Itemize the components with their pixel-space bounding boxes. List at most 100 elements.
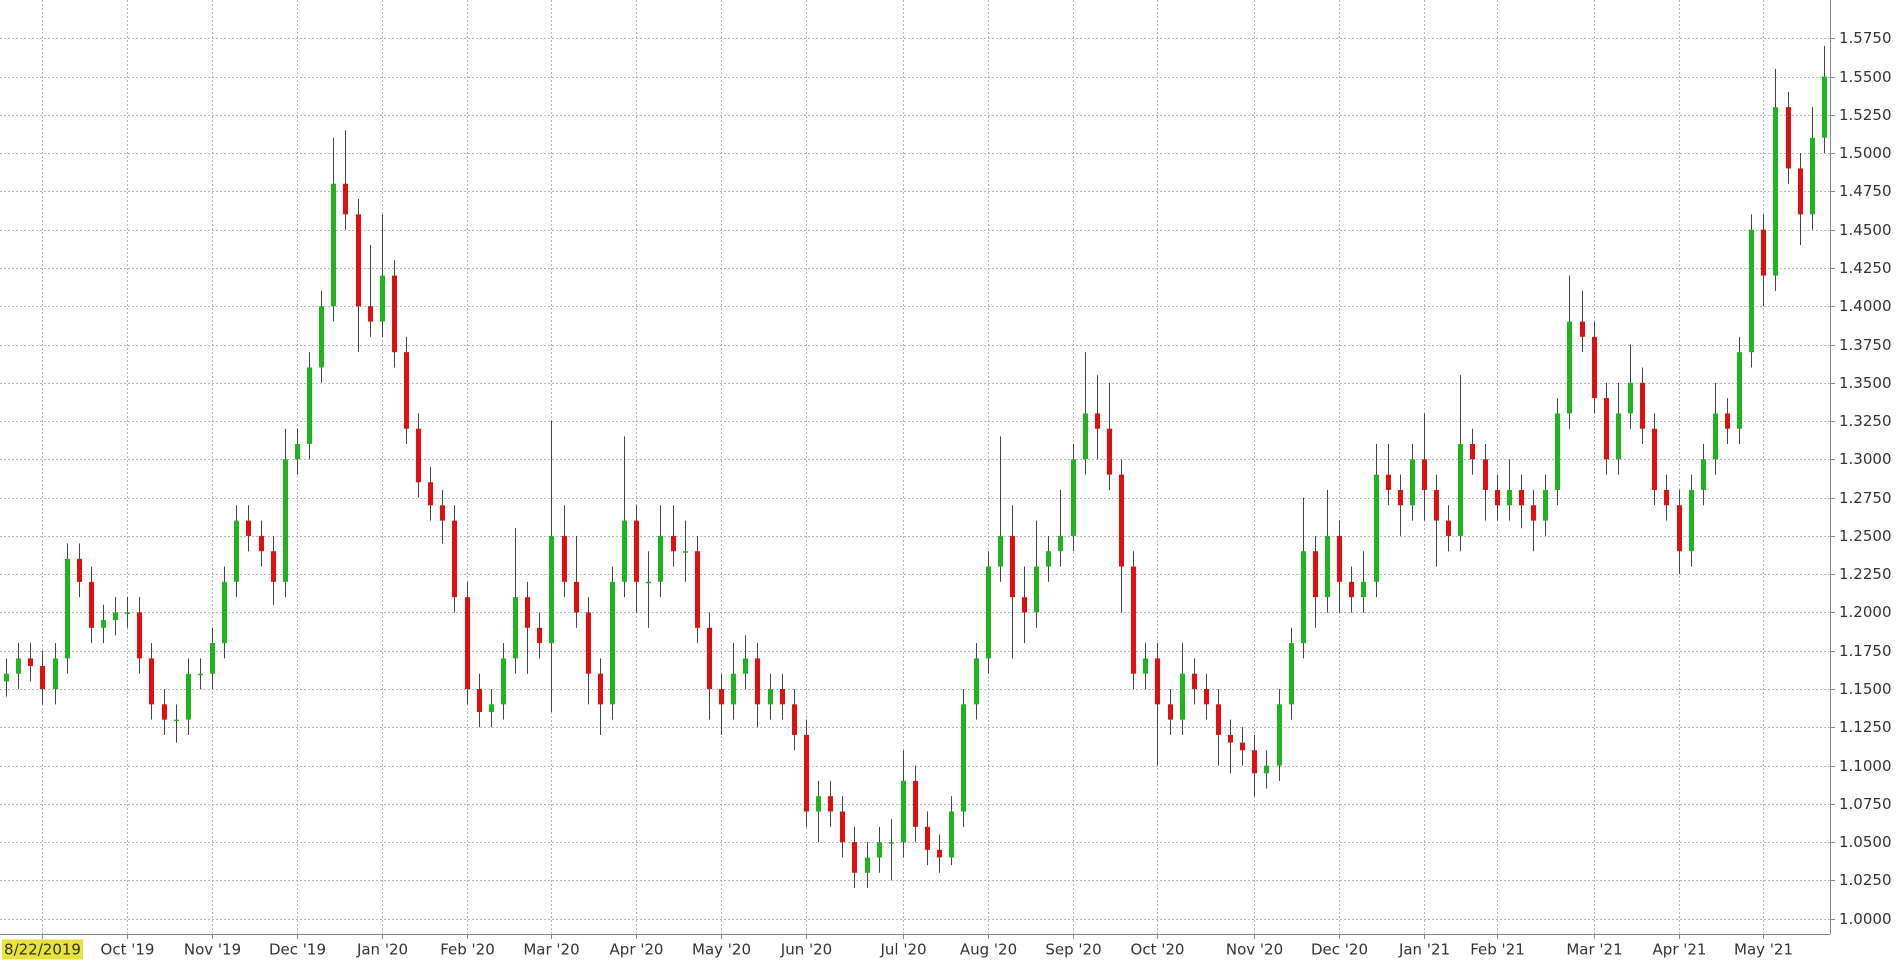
candle-body	[489, 704, 494, 712]
candle-body	[501, 658, 506, 705]
candle-body	[549, 535, 554, 644]
candle-body	[1652, 428, 1657, 490]
y-tick-label: 1.0250	[1839, 871, 1892, 889]
candle-body	[1483, 459, 1488, 490]
candle-body	[1155, 658, 1160, 705]
x-tick-label: Aug '20	[960, 941, 1017, 959]
candle-body	[1131, 566, 1136, 674]
y-tick-label: 1.4750	[1839, 182, 1892, 200]
candle-body	[1410, 459, 1415, 506]
candle-body	[1773, 107, 1778, 276]
candle-body	[1083, 413, 1088, 460]
y-tick-label: 1.2000	[1839, 603, 1892, 621]
candle-body	[949, 811, 954, 858]
candle-body	[149, 658, 154, 705]
candle-body	[343, 183, 348, 215]
candle-body	[137, 612, 142, 659]
candle-body	[1240, 742, 1245, 751]
y-tick-label: 1.3500	[1839, 374, 1892, 392]
x-tick-label: Feb '21	[1470, 941, 1525, 959]
candle-body	[271, 551, 276, 582]
candle-body	[283, 459, 288, 582]
candle-body	[1095, 413, 1100, 429]
candle-body	[246, 520, 251, 536]
candle-body	[1495, 489, 1500, 506]
candle-body	[198, 673, 203, 676]
x-tick-label: Mar '21	[1566, 941, 1622, 959]
candle-body	[525, 597, 530, 628]
candle-body	[574, 581, 579, 613]
x-tick-label: Feb '20	[440, 941, 495, 959]
candle-body	[1325, 535, 1330, 598]
candle-body	[1264, 765, 1269, 774]
candle-body	[610, 581, 615, 705]
candle-body	[368, 306, 373, 322]
candle-body	[1071, 459, 1076, 536]
candle-body	[356, 214, 361, 307]
y-tick-label: 1.1500	[1839, 680, 1892, 698]
y-tick-label: 1.4500	[1839, 221, 1892, 239]
candle-body	[1119, 474, 1124, 567]
candle-body	[513, 597, 518, 659]
candle-body	[1677, 505, 1682, 552]
candle-body	[1604, 398, 1609, 460]
candle-body	[125, 612, 130, 614]
candle-body	[1168, 704, 1173, 720]
y-tick-label: 1.2250	[1839, 565, 1892, 583]
candles	[4, 45, 1827, 889]
candle-body	[1470, 444, 1475, 460]
candle-body	[1058, 535, 1063, 552]
candle-body	[101, 620, 106, 628]
candle-body	[89, 581, 94, 628]
candle-body	[634, 520, 639, 582]
candle-body	[1046, 551, 1051, 567]
candle-body	[804, 734, 809, 812]
candle-body	[1289, 643, 1294, 705]
candle-body	[1107, 428, 1112, 475]
candle-body	[683, 551, 688, 553]
candle-body	[1664, 489, 1669, 506]
candle-body	[1228, 734, 1233, 743]
candle-body	[562, 535, 567, 582]
candle-body	[889, 842, 894, 844]
candle-body	[1822, 76, 1827, 138]
candle-body	[937, 849, 942, 858]
candle-body	[1216, 704, 1221, 735]
y-tick-label: 1.5500	[1839, 68, 1892, 86]
y-tick-label: 1.2500	[1839, 527, 1892, 545]
y-tick-label: 1.0000	[1839, 910, 1892, 928]
candle-body	[331, 183, 336, 307]
candle-body	[174, 719, 179, 722]
candle-body	[1277, 704, 1282, 766]
y-tick-label: 1.5750	[1839, 29, 1892, 47]
candle-body	[4, 673, 9, 682]
candle-body	[719, 689, 724, 705]
candle-body	[1192, 673, 1197, 690]
candle-body	[1737, 352, 1742, 429]
candle-body	[1010, 535, 1015, 598]
y-tick-label: 1.0500	[1839, 833, 1892, 851]
candle-body	[1701, 459, 1706, 490]
candle-body	[671, 535, 676, 552]
candle-body	[1567, 321, 1572, 414]
x-tick-label: Mar '20	[523, 941, 579, 959]
x-tick-label: Sep '20	[1045, 941, 1101, 959]
candle-body	[755, 658, 760, 705]
candle-body	[1628, 382, 1633, 414]
x-tick-label: Jan '21	[1398, 941, 1450, 959]
candle-body	[404, 352, 409, 429]
candle-body	[1761, 229, 1766, 276]
candle-body	[1507, 489, 1512, 506]
x-tick-label: May '20	[692, 941, 751, 959]
x-tick-label: Apr '21	[1653, 941, 1707, 959]
candle-body	[865, 857, 870, 873]
candle-body	[259, 535, 264, 552]
x-tick-label: Dec '19	[269, 941, 326, 959]
candle-body	[1022, 597, 1027, 613]
candle-body	[1398, 489, 1403, 506]
candle-body	[707, 627, 712, 690]
candle-body	[1786, 107, 1791, 169]
candle-body	[1361, 581, 1366, 598]
